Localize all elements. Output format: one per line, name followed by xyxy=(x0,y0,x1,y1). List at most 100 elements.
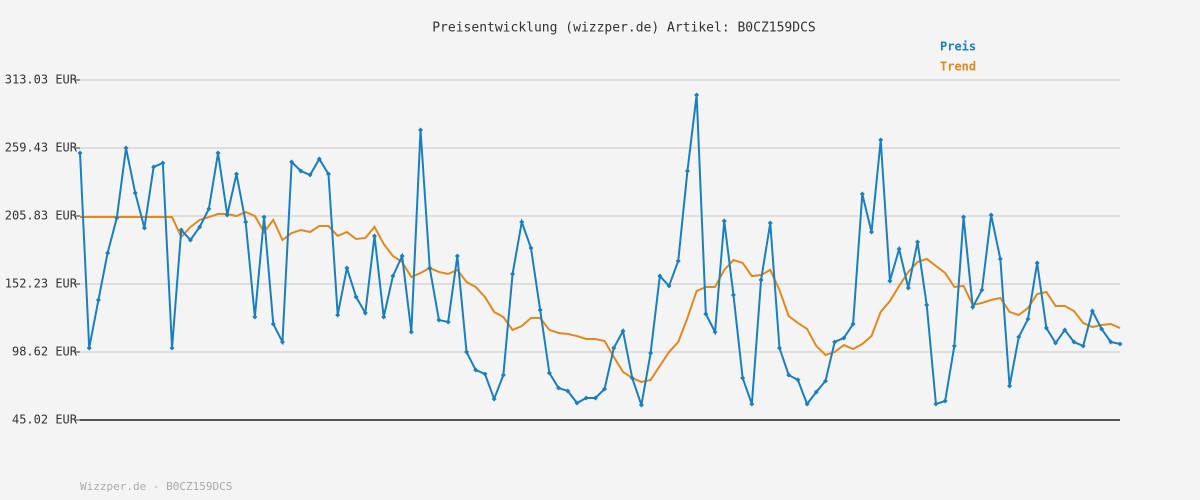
data-point xyxy=(160,160,166,166)
data-point xyxy=(215,150,221,156)
data-point xyxy=(620,328,626,334)
data-point xyxy=(151,164,157,170)
data-point xyxy=(694,92,700,98)
data-point xyxy=(372,233,378,239)
data-point xyxy=(997,256,1003,262)
data-point xyxy=(1089,308,1095,314)
data-point xyxy=(1025,316,1031,322)
data-point xyxy=(786,372,792,378)
legend-label: Trend xyxy=(940,60,976,74)
data-point xyxy=(675,258,681,264)
data-point xyxy=(749,401,755,407)
data-point xyxy=(970,304,976,310)
data-point xyxy=(132,190,138,196)
data-point xyxy=(510,271,516,277)
data-point xyxy=(390,273,396,279)
data-point xyxy=(1117,341,1123,347)
data-point xyxy=(961,214,967,220)
data-point xyxy=(657,273,663,279)
data-point xyxy=(233,171,239,177)
legend-label: Preis xyxy=(940,40,976,54)
data-point xyxy=(114,215,120,221)
data-point xyxy=(141,225,147,231)
data-point xyxy=(869,229,875,235)
data-point xyxy=(252,314,258,320)
data-point xyxy=(399,253,405,259)
data-point xyxy=(979,287,985,293)
data-point xyxy=(804,401,810,407)
data-point xyxy=(721,218,727,224)
data-point xyxy=(951,343,957,349)
data-point xyxy=(1108,339,1114,345)
data-point xyxy=(500,372,506,378)
y-tick-label: 259.43 EUR xyxy=(5,140,78,154)
data-point xyxy=(583,395,589,401)
data-point xyxy=(344,265,350,271)
data-point xyxy=(878,137,884,143)
data-point xyxy=(105,250,111,256)
data-point xyxy=(565,388,571,394)
data-point xyxy=(243,219,249,225)
data-point xyxy=(905,285,911,291)
data-point xyxy=(1071,339,1077,345)
data-point xyxy=(261,214,267,220)
series-line xyxy=(80,210,1121,384)
data-point xyxy=(473,367,479,373)
data-point xyxy=(537,307,543,313)
data-point xyxy=(1099,326,1105,332)
data-point xyxy=(1053,340,1059,346)
y-tick-label: 98.62 EUR xyxy=(12,345,78,359)
data-point xyxy=(841,335,847,341)
y-tick-label: 313.03 EUR xyxy=(5,73,78,87)
data-point xyxy=(1016,334,1022,340)
data-point xyxy=(988,212,994,218)
data-point xyxy=(924,302,930,308)
data-point xyxy=(822,378,828,384)
data-point xyxy=(528,245,534,251)
data-point xyxy=(703,311,709,317)
data-point xyxy=(270,321,276,327)
data-point xyxy=(454,253,460,259)
data-point xyxy=(408,329,414,335)
data-point xyxy=(279,339,285,345)
data-point xyxy=(123,145,129,151)
data-point xyxy=(187,237,193,243)
data-point xyxy=(730,292,736,298)
data-point xyxy=(666,283,672,289)
data-point xyxy=(629,375,635,381)
data-point xyxy=(896,246,902,252)
data-point xyxy=(169,345,175,351)
data-point xyxy=(758,277,764,283)
data-point xyxy=(1080,343,1086,349)
data-point xyxy=(546,370,552,376)
data-point xyxy=(850,321,856,327)
data-point xyxy=(767,220,773,226)
data-point xyxy=(418,127,424,133)
data-point xyxy=(298,168,304,174)
data-point xyxy=(1007,383,1013,389)
data-point xyxy=(638,402,644,408)
data-point xyxy=(427,265,433,271)
footer: Wizzper.de - B0CZ159DCS xyxy=(80,480,232,493)
series-line xyxy=(79,94,1121,407)
data-point xyxy=(887,278,893,284)
data-point xyxy=(684,168,690,174)
data-point xyxy=(316,156,322,162)
data-point xyxy=(307,172,313,178)
chart-title: Preisentwicklung (wizzper.de) Artikel: B… xyxy=(432,21,816,36)
data-point xyxy=(86,345,92,351)
data-point xyxy=(519,219,525,225)
data-point xyxy=(574,400,580,406)
data-point xyxy=(206,206,212,212)
data-point xyxy=(77,150,83,156)
data-point xyxy=(289,159,295,165)
data-point xyxy=(859,191,865,197)
y-tick-label: 152.23 EUR xyxy=(5,276,78,290)
data-point xyxy=(933,401,939,407)
data-point xyxy=(178,227,184,233)
data-point xyxy=(1043,325,1049,331)
data-point xyxy=(335,312,341,318)
data-point xyxy=(381,314,387,320)
data-point xyxy=(915,239,921,245)
